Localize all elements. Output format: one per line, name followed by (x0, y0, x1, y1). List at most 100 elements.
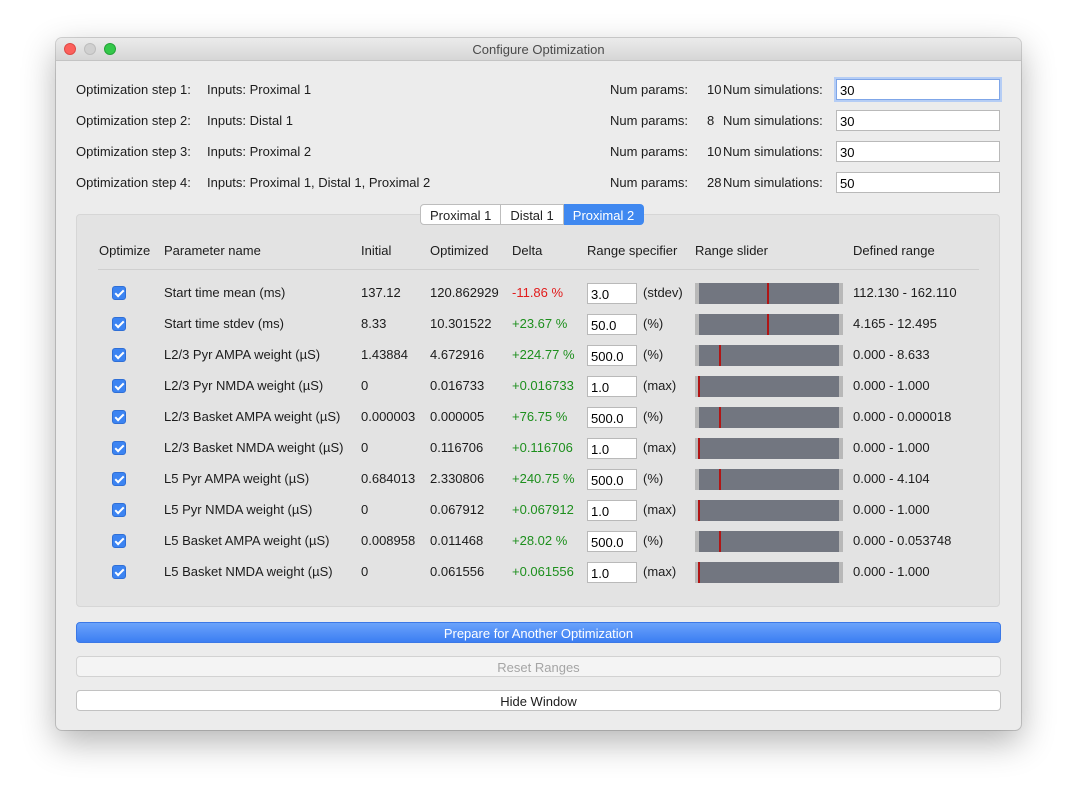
range-slider-handle[interactable] (719, 407, 721, 428)
optimize-checkbox[interactable] (112, 286, 126, 300)
zoom-window-button[interactable] (104, 43, 116, 55)
num-simulations-label: Num simulations: (723, 144, 823, 159)
num-params-value: 10 (707, 144, 722, 159)
step-label: Optimization step 4: (76, 175, 191, 190)
table-row: Start time mean (ms) 137.12 120.862929 -11.… (56, 283, 1021, 304)
step-inputs: Inputs: Distal 1 (207, 113, 293, 128)
range-slider[interactable] (695, 376, 843, 397)
header-optimized: Optimized (430, 243, 489, 258)
parameter-name: L5 Pyr NMDA weight (µS) (164, 502, 313, 517)
parameter-name: L5 Pyr AMPA weight (µS) (164, 471, 310, 486)
defined-range: 0.000 - 0.053748 (853, 533, 952, 548)
num-params-value: 28 (707, 175, 722, 190)
num-simulations-label: Num simulations: (723, 175, 823, 190)
optimize-checkbox[interactable] (112, 565, 126, 579)
range-specifier-input[interactable] (587, 531, 637, 552)
parameter-name: L2/3 Basket AMPA weight (µS) (164, 409, 341, 424)
tab-proximal-2[interactable]: Proximal 2 (563, 204, 645, 225)
range-unit: (max) (643, 378, 677, 393)
range-unit: (max) (643, 502, 677, 517)
table-row: L5 Basket NMDA weight (µS) 0 0.061556 +0.06… (56, 562, 1021, 583)
defined-range: 0.000 - 1.000 (853, 378, 930, 393)
header-divider (98, 269, 979, 270)
range-slider[interactable] (695, 500, 843, 521)
range-slider[interactable] (695, 314, 843, 335)
range-slider-handle[interactable] (719, 345, 721, 366)
range-unit: (stdev) (643, 285, 683, 300)
range-slider[interactable] (695, 562, 843, 583)
range-slider-handle[interactable] (698, 438, 700, 459)
optimize-checkbox[interactable] (112, 534, 126, 548)
optimize-checkbox[interactable] (112, 379, 126, 393)
optimization-step-row: Optimization step 4: Inputs: Proximal 1, … (76, 172, 1001, 193)
range-specifier-input[interactable] (587, 345, 637, 366)
optimize-checkbox[interactable] (112, 317, 126, 331)
optimize-checkbox[interactable] (112, 472, 126, 486)
num-simulations-input[interactable] (836, 110, 1000, 131)
parameter-name: L2/3 Pyr NMDA weight (µS) (164, 378, 324, 393)
range-unit: (%) (643, 409, 664, 424)
range-slider[interactable] (695, 469, 843, 490)
range-slider[interactable] (695, 438, 843, 459)
tab-proximal-1[interactable]: Proximal 1 (420, 204, 502, 225)
optimization-step-row: Optimization step 3: Inputs: Proximal 2 Nu… (76, 141, 1001, 162)
range-slider[interactable] (695, 283, 843, 304)
num-params-value: 8 (707, 113, 715, 128)
parameter-name: L5 Basket AMPA weight (µS) (164, 533, 330, 548)
close-window-button[interactable] (64, 43, 76, 55)
delta-value: +28.02 % (512, 533, 568, 548)
range-slider[interactable] (695, 531, 843, 552)
defined-range: 112.130 - 162.110 (853, 285, 957, 300)
reset-ranges-button[interactable]: Reset Ranges (76, 656, 1001, 677)
range-slider[interactable] (695, 407, 843, 428)
parameter-name: L5 Basket NMDA weight (µS) (164, 564, 333, 579)
range-slider-handle[interactable] (698, 562, 700, 583)
optimized-value: 2.330806 (430, 471, 485, 486)
minimize-window-button[interactable] (84, 43, 96, 55)
delta-value: +0.061556 (512, 564, 574, 579)
optimization-step-row: Optimization step 2: Inputs: Distal 1 Num … (76, 110, 1001, 131)
range-slider[interactable] (695, 345, 843, 366)
optimize-checkbox[interactable] (112, 348, 126, 362)
table-row: L2/3 Pyr AMPA weight (µS) 1.43884 4.672916… (56, 345, 1021, 366)
step-label: Optimization step 3: (76, 144, 191, 159)
range-slider-handle[interactable] (719, 469, 721, 490)
range-specifier-input[interactable] (587, 562, 637, 583)
parameters-panel (76, 214, 1000, 607)
range-slider-handle[interactable] (767, 283, 769, 304)
delta-value: +240.75 % (512, 471, 575, 486)
num-simulations-input[interactable] (836, 79, 1000, 100)
prepare-another-optimization-button[interactable]: Prepare for Another Optimization (76, 622, 1001, 643)
hide-window-button[interactable]: Hide Window (76, 690, 1001, 711)
range-slider-handle[interactable] (719, 531, 721, 552)
step-inputs: Inputs: Proximal 1, Distal 1, Proximal 2 (207, 175, 431, 190)
range-specifier-input[interactable] (587, 469, 637, 490)
range-slider-handle[interactable] (698, 376, 700, 397)
range-specifier-input[interactable] (587, 407, 637, 428)
tab-distal-1[interactable]: Distal 1 (501, 204, 564, 225)
num-params-value: 10 (707, 82, 722, 97)
range-specifier-input[interactable] (587, 314, 637, 335)
optimized-value: 0.067912 (430, 502, 485, 517)
table-row: L2/3 Basket AMPA weight (µS) 0.000003 0.00… (56, 407, 1021, 428)
num-simulations-input[interactable] (836, 172, 1000, 193)
range-unit: (max) (643, 440, 677, 455)
range-unit: (%) (643, 347, 664, 362)
range-specifier-input[interactable] (587, 500, 637, 521)
delta-value: +76.75 % (512, 409, 568, 424)
optimize-checkbox[interactable] (112, 410, 126, 424)
range-slider-handle[interactable] (767, 314, 769, 335)
optimized-value: 0.116706 (430, 440, 484, 455)
delta-value: +0.067912 (512, 502, 574, 517)
num-simulations-input[interactable] (836, 141, 1000, 162)
initial-value: 0 (361, 440, 369, 455)
range-specifier-input[interactable] (587, 376, 637, 397)
range-slider-handle[interactable] (698, 500, 700, 521)
optimize-checkbox[interactable] (112, 441, 126, 455)
range-specifier-input[interactable] (587, 283, 637, 304)
header-range-slider: Range slider (695, 243, 768, 258)
header-range-specifier: Range specifier (587, 243, 678, 258)
optimize-checkbox[interactable] (112, 503, 126, 517)
range-specifier-input[interactable] (587, 438, 637, 459)
optimized-value: 4.672916 (430, 347, 485, 362)
